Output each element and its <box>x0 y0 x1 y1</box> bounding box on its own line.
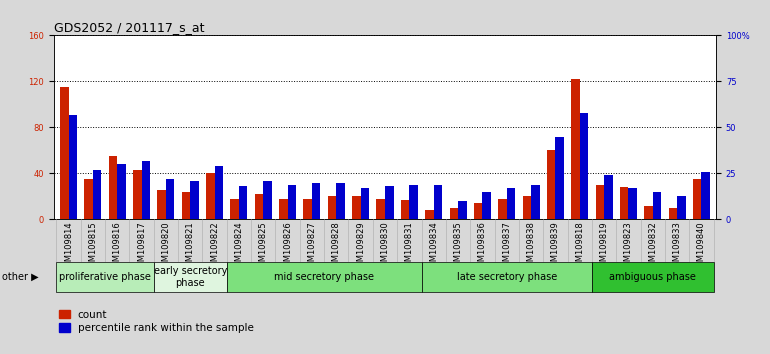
Text: GSM109834: GSM109834 <box>429 222 438 272</box>
Bar <box>60 87 69 219</box>
Text: ambiguous phase: ambiguous phase <box>609 272 696 282</box>
Text: GSM109825: GSM109825 <box>259 222 268 272</box>
Bar <box>604 175 613 219</box>
Text: GSM109816: GSM109816 <box>112 222 122 272</box>
Text: GSM109823: GSM109823 <box>624 222 633 272</box>
Text: GSM109829: GSM109829 <box>357 222 365 272</box>
Bar <box>677 195 685 219</box>
Bar <box>377 199 385 219</box>
Bar <box>474 203 482 219</box>
Bar <box>628 188 637 219</box>
Bar <box>653 192 661 219</box>
Bar <box>555 137 564 219</box>
Bar <box>263 181 272 219</box>
Bar <box>166 179 175 219</box>
Bar <box>303 199 312 219</box>
Text: GSM109828: GSM109828 <box>332 222 341 272</box>
Bar <box>385 186 393 219</box>
Text: GSM109836: GSM109836 <box>478 222 487 273</box>
Bar <box>410 184 418 219</box>
Bar <box>206 173 215 219</box>
Text: late secretory phase: late secretory phase <box>457 272 557 282</box>
Bar <box>668 208 677 219</box>
Bar <box>117 164 126 219</box>
Bar <box>360 188 369 219</box>
Text: GDS2052 / 201117_s_at: GDS2052 / 201117_s_at <box>54 21 204 34</box>
Text: proliferative phase: proliferative phase <box>59 272 151 282</box>
Text: GSM109830: GSM109830 <box>380 222 390 272</box>
Bar <box>547 150 555 219</box>
Text: GSM109817: GSM109817 <box>137 222 146 272</box>
Text: GSM109838: GSM109838 <box>527 222 536 273</box>
Bar <box>239 186 247 219</box>
Bar <box>352 196 360 219</box>
Bar <box>523 196 531 219</box>
Bar <box>531 184 540 219</box>
Bar <box>312 183 320 219</box>
Text: GSM109818: GSM109818 <box>575 222 584 272</box>
Bar <box>644 206 653 219</box>
Bar <box>434 184 442 219</box>
Text: GSM109831: GSM109831 <box>405 222 413 272</box>
Bar <box>230 199 239 219</box>
Bar <box>288 184 296 219</box>
Text: GSM109826: GSM109826 <box>283 222 292 272</box>
Text: GSM109815: GSM109815 <box>89 222 97 272</box>
Bar <box>157 189 166 219</box>
Bar <box>425 210 434 219</box>
Text: GSM109814: GSM109814 <box>64 222 73 272</box>
Text: other ▶: other ▶ <box>2 272 38 282</box>
Text: GSM109819: GSM109819 <box>600 222 608 272</box>
Bar <box>279 199 288 219</box>
Bar <box>328 196 336 219</box>
Text: GSM109820: GSM109820 <box>162 222 170 272</box>
Bar <box>401 200 410 219</box>
Bar <box>215 166 223 219</box>
Bar <box>85 179 93 219</box>
Bar <box>182 192 190 219</box>
Bar <box>592 262 714 292</box>
Text: GSM109835: GSM109835 <box>454 222 463 272</box>
Legend: count, percentile rank within the sample: count, percentile rank within the sample <box>59 310 254 333</box>
Bar <box>109 156 117 219</box>
Text: GSM109840: GSM109840 <box>697 222 706 272</box>
Bar <box>142 161 150 219</box>
Text: mid secretory phase: mid secretory phase <box>274 272 374 282</box>
Bar <box>620 187 628 219</box>
Bar <box>693 179 701 219</box>
Bar <box>226 262 421 292</box>
Bar <box>133 170 142 219</box>
Text: GSM109822: GSM109822 <box>210 222 219 272</box>
Bar <box>580 113 588 219</box>
Bar <box>336 183 345 219</box>
Bar <box>421 262 592 292</box>
Text: GSM109827: GSM109827 <box>307 222 316 272</box>
Text: GSM109821: GSM109821 <box>186 222 195 272</box>
Bar <box>69 115 77 219</box>
Text: GSM109837: GSM109837 <box>502 222 511 273</box>
Text: GSM109839: GSM109839 <box>551 222 560 272</box>
Text: GSM109832: GSM109832 <box>648 222 658 272</box>
Bar <box>498 199 507 219</box>
Text: early secretory
phase: early secretory phase <box>153 266 227 288</box>
Bar <box>595 185 604 219</box>
Bar <box>571 79 580 219</box>
Bar <box>190 181 199 219</box>
Bar <box>507 188 515 219</box>
Bar <box>482 192 491 219</box>
Bar <box>458 201 467 219</box>
Bar <box>93 170 102 219</box>
Bar <box>450 208 458 219</box>
Text: GSM109824: GSM109824 <box>234 222 243 272</box>
Bar <box>154 262 226 292</box>
Bar <box>56 262 154 292</box>
Bar <box>701 172 710 219</box>
Text: GSM109833: GSM109833 <box>673 222 681 273</box>
Bar <box>255 194 263 219</box>
